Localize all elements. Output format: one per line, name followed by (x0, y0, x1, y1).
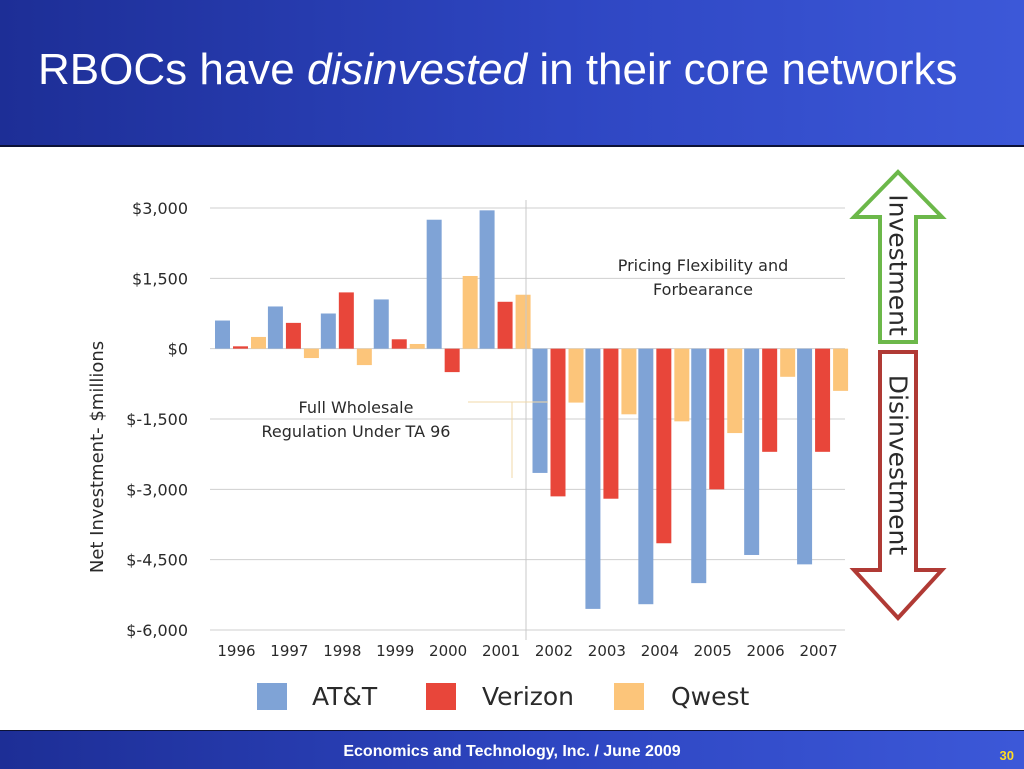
bar-verizon-2005 (709, 348, 725, 490)
x-tick-label: 2007 (799, 642, 837, 660)
bar-qwest-1996 (251, 336, 266, 349)
bar-qwest-2001 (515, 294, 531, 349)
bar-att-2000 (426, 219, 442, 349)
bar-qwest-2002 (568, 348, 584, 403)
axis-labels: $3,000 $1,500 $0 $-1,500 $-3,000 $-4,500 $-6,0… (126, 199, 837, 660)
bar-qwest-2005 (727, 348, 743, 434)
slide-header: RBOCs have disinvested in their core net… (0, 0, 1024, 147)
arrow-down-icon (849, 350, 947, 621)
bar-att-2005 (691, 348, 707, 584)
x-tick-label: 2001 (482, 642, 520, 660)
bar-att-1997 (267, 306, 283, 349)
bar-qwest-2007 (833, 348, 849, 391)
bar-att-1996 (215, 320, 230, 349)
x-tick-label: 1997 (270, 642, 308, 660)
annotation-line: Regulation Under TA 96 (262, 422, 451, 441)
annotation-line: Full Wholesale (299, 398, 414, 417)
annotation-pricing-flexibility: Pricing Flexibility and Forbearance (618, 256, 789, 299)
x-tick-label: 1998 (323, 642, 361, 660)
bar-qwest-1997 (303, 348, 319, 359)
annotation-line: Forbearance (653, 280, 753, 299)
bar-qwest-1998 (356, 348, 372, 366)
x-tick-label: 2005 (694, 642, 732, 660)
bar-qwest-2000 (462, 275, 478, 349)
bar-verizon-2002 (550, 348, 566, 497)
bar-verizon-2007 (815, 348, 831, 452)
bar-verizon-1999 (391, 339, 407, 349)
investment-label: Investment (884, 194, 913, 336)
title-prefix: RBOCs have (38, 45, 307, 94)
bar-verizon-2000 (444, 348, 460, 373)
slide-title: RBOCs have disinvested in their core net… (38, 45, 958, 94)
x-tick-label: 2000 (429, 642, 467, 660)
legend: AT&T Verizon Qwest (257, 682, 750, 711)
legend-swatch-qwest (614, 683, 644, 710)
y-tick-label: $-1,500 (126, 410, 188, 429)
bar-att-2002 (532, 348, 548, 473)
bar-verizon-1997 (285, 322, 301, 349)
bar-verizon-2004 (656, 348, 672, 544)
bar-qwest-2006 (780, 348, 796, 377)
bars (215, 210, 849, 609)
legend-swatch-verizon (426, 683, 456, 710)
y-tick-label: $-3,000 (126, 480, 188, 499)
y-tick-label: $1,500 (132, 269, 188, 288)
x-tick-label: 1996 (217, 642, 255, 660)
x-tick-label: 1999 (376, 642, 414, 660)
bar-verizon-1996 (233, 346, 248, 349)
disinvestment-arrow: Disinvestment (849, 350, 947, 621)
y-axis-title: Net Investment- $millions (87, 341, 108, 573)
slide-footer: Economics and Technology, Inc. / June 20… (0, 730, 1024, 769)
y-tick-label: $3,000 (132, 199, 188, 218)
disinvestment-label: Disinvestment (884, 375, 913, 556)
bar-att-1998 (320, 313, 336, 349)
x-tick-label: 2003 (588, 642, 626, 660)
x-tick-label: 2006 (747, 642, 785, 660)
footer-text: Economics and Technology, Inc. / June 20… (343, 743, 681, 760)
bar-verizon-2003 (603, 348, 619, 499)
y-tick-label: $0 (168, 340, 188, 359)
legend-label-verizon: Verizon (482, 682, 574, 711)
x-tick-label: 2004 (641, 642, 679, 660)
annotation-full-wholesale: Full Wholesale Regulation Under TA 96 (262, 398, 451, 441)
x-tick-label: 2002 (535, 642, 573, 660)
title-emphasis: disinvested (306, 45, 528, 94)
y-tick-label: $-4,500 (126, 551, 188, 570)
title-suffix: in their core networks (527, 45, 958, 94)
bar-qwest-1999 (409, 343, 425, 349)
bar-att-2001 (479, 210, 495, 349)
legend-swatch-att (257, 683, 287, 710)
bar-att-2004 (638, 348, 654, 605)
page-number: 30 (999, 748, 1014, 763)
bar-verizon-1998 (338, 292, 354, 349)
bar-qwest-2003 (621, 348, 637, 415)
legend-label-att: AT&T (312, 682, 378, 711)
bar-att-2003 (585, 348, 601, 609)
bar-att-1999 (373, 299, 389, 349)
bar-verizon-2001 (497, 301, 513, 349)
legend-label-qwest: Qwest (671, 682, 750, 711)
arrow-up-icon (849, 169, 947, 344)
investment-arrow: Investment (849, 169, 947, 344)
y-tick-label: $-6,000 (126, 621, 188, 640)
annotation-line: Pricing Flexibility and (618, 256, 789, 275)
bar-verizon-2006 (762, 348, 778, 452)
bar-att-2007 (797, 348, 813, 565)
bar-att-2006 (744, 348, 760, 555)
bar-qwest-2004 (674, 348, 690, 422)
